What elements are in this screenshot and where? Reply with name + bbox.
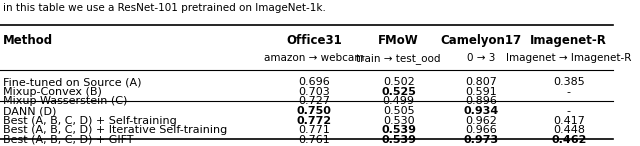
Text: 0.772: 0.772	[297, 116, 332, 126]
Text: 0.703: 0.703	[298, 87, 330, 97]
Text: amazon → webcam: amazon → webcam	[264, 53, 365, 63]
Text: Best (A, B, C, D) + GIFT: Best (A, B, C, D) + GIFT	[3, 135, 134, 145]
Text: 0.539: 0.539	[381, 125, 416, 135]
Text: 0.962: 0.962	[465, 116, 497, 126]
Text: 0.499: 0.499	[383, 97, 415, 106]
Text: 0.530: 0.530	[383, 116, 415, 126]
Text: -: -	[567, 106, 571, 116]
Text: in this table we use a ResNet-101 pretrained on ImageNet-1k.: in this table we use a ResNet-101 pretra…	[3, 3, 326, 13]
Text: 0.973: 0.973	[464, 135, 499, 145]
Text: 0.771: 0.771	[298, 125, 330, 135]
Text: 0.448: 0.448	[553, 125, 585, 135]
Text: 0.462: 0.462	[551, 135, 586, 145]
Text: 0.896: 0.896	[465, 97, 497, 106]
Text: Mixup-Convex (B): Mixup-Convex (B)	[3, 87, 102, 97]
Text: train → test_ood: train → test_ood	[356, 53, 441, 64]
Text: -: -	[567, 87, 571, 97]
Text: Imagenet-R: Imagenet-R	[531, 34, 607, 47]
Text: DANN (D): DANN (D)	[3, 106, 56, 116]
Text: Imagenet → Imagenet-R: Imagenet → Imagenet-R	[506, 53, 632, 63]
Text: 0.539: 0.539	[381, 135, 416, 145]
Text: 0 → 3: 0 → 3	[467, 53, 495, 63]
Text: Best (A, B, C, D) + Self-training: Best (A, B, C, D) + Self-training	[3, 116, 177, 126]
Text: Fine-tuned on Source (A): Fine-tuned on Source (A)	[3, 77, 141, 87]
Text: 0.750: 0.750	[297, 106, 332, 116]
Text: 0.385: 0.385	[553, 77, 585, 87]
Text: 0.525: 0.525	[381, 87, 416, 97]
Text: FMoW: FMoW	[378, 34, 419, 47]
Text: Camelyon17: Camelyon17	[441, 34, 522, 47]
Text: 0.417: 0.417	[553, 116, 585, 126]
Text: Method: Method	[3, 34, 53, 47]
Text: 0.934: 0.934	[464, 106, 499, 116]
Text: Best (A, B, C, D) + Iterative Self-training: Best (A, B, C, D) + Iterative Self-train…	[3, 125, 227, 135]
Text: 0.727: 0.727	[298, 97, 330, 106]
Text: 0.807: 0.807	[465, 77, 497, 87]
Text: -: -	[567, 97, 571, 106]
Text: 0.966: 0.966	[465, 125, 497, 135]
Text: 0.696: 0.696	[298, 77, 330, 87]
Text: 0.591: 0.591	[465, 87, 497, 97]
Text: Mixup-Wasserstein (C): Mixup-Wasserstein (C)	[3, 97, 127, 106]
Text: 0.505: 0.505	[383, 106, 415, 116]
Text: 0.502: 0.502	[383, 77, 415, 87]
Text: 0.761: 0.761	[298, 135, 330, 145]
Text: Office31: Office31	[287, 34, 342, 47]
